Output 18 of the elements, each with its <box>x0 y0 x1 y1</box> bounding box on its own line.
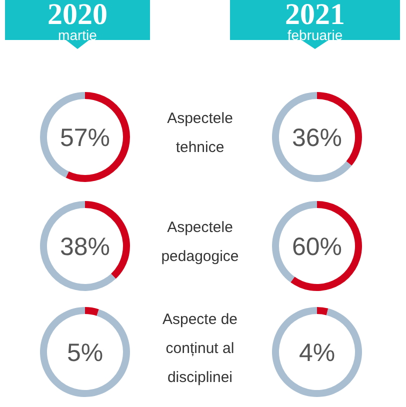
text: 57% <box>60 124 110 152</box>
ribbon-banner: 2021 februarie <box>230 0 400 49</box>
text: Aspectele pedagogice <box>160 218 240 267</box>
donut-slice <box>317 307 328 316</box>
text: 5% <box>66 339 104 367</box>
text: 36% <box>292 124 342 152</box>
text: 4% <box>298 339 336 367</box>
text: Aspecte de conținut al disciplinei <box>161 310 239 388</box>
donut-slice <box>85 307 99 316</box>
donut-slice <box>272 307 362 397</box>
donut-slice <box>40 307 130 397</box>
donut-slice <box>272 92 352 182</box>
text: Aspectele tehnice <box>166 109 234 158</box>
text: 60% <box>292 233 342 261</box>
donut-slice <box>290 201 362 291</box>
text: 38% <box>60 233 110 261</box>
donut-slice <box>40 201 116 291</box>
ribbon-banner: 2020 martie <box>5 0 150 49</box>
